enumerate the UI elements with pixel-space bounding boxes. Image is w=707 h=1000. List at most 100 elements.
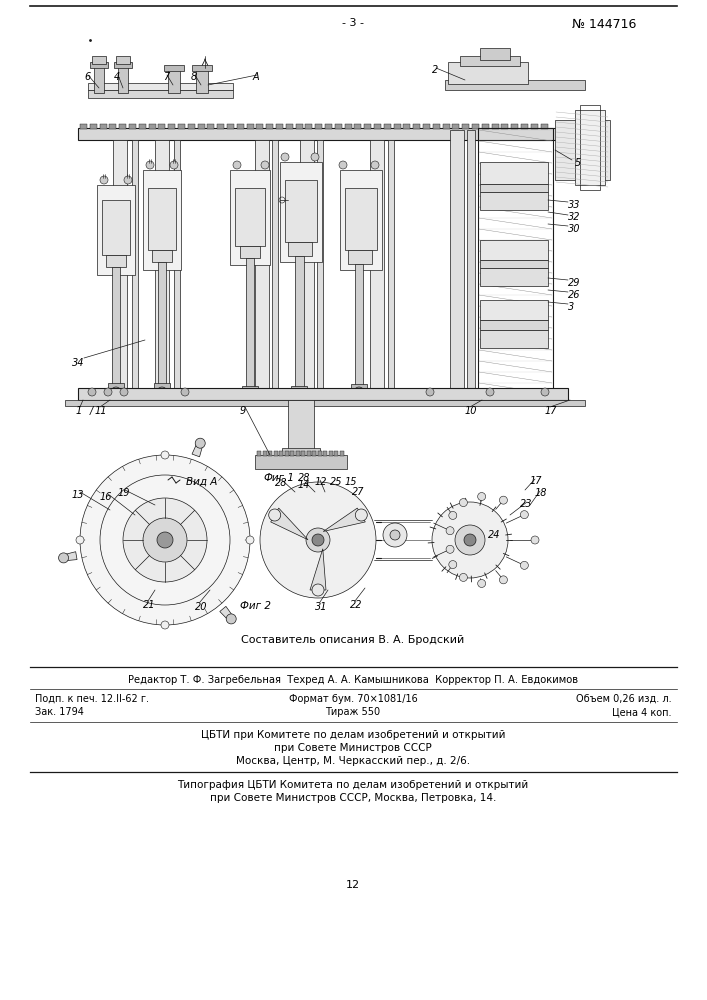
Bar — [247, 124, 254, 129]
Bar — [413, 124, 420, 129]
Text: 6: 6 — [84, 72, 90, 82]
Circle shape — [170, 161, 178, 169]
Circle shape — [306, 528, 330, 552]
Circle shape — [460, 573, 467, 581]
Text: ЦБТИ при Комитете по делам изобретений и открытий: ЦБТИ при Комитете по делам изобретений и… — [201, 730, 506, 740]
Circle shape — [449, 511, 457, 519]
Bar — [334, 451, 338, 456]
Text: 5: 5 — [575, 158, 581, 168]
Bar — [272, 140, 278, 395]
Circle shape — [371, 161, 379, 169]
Circle shape — [446, 545, 454, 553]
Circle shape — [146, 161, 154, 169]
Text: 8: 8 — [191, 72, 197, 82]
Bar — [580, 105, 600, 190]
Circle shape — [455, 525, 485, 555]
Bar — [478, 128, 553, 400]
Text: № 144716: № 144716 — [572, 18, 636, 31]
Text: /: / — [90, 406, 93, 416]
Bar — [174, 140, 180, 395]
Bar — [480, 260, 548, 268]
Bar — [480, 184, 548, 192]
Circle shape — [161, 621, 169, 629]
Text: 1: 1 — [76, 406, 82, 416]
Bar — [106, 255, 126, 267]
Text: 31: 31 — [315, 602, 327, 612]
Circle shape — [339, 161, 347, 169]
Text: Вид А: Вид А — [186, 477, 217, 487]
Bar — [354, 124, 361, 129]
Bar — [178, 124, 185, 129]
Circle shape — [157, 532, 173, 548]
Bar — [351, 384, 367, 390]
Bar — [344, 124, 351, 129]
Circle shape — [260, 482, 376, 598]
Circle shape — [281, 153, 289, 161]
Text: при Совете Министров СССР, Москва, Петровка, 14.: при Совете Министров СССР, Москва, Петро… — [210, 793, 496, 803]
Bar — [462, 124, 469, 129]
Circle shape — [356, 509, 368, 521]
Bar — [481, 124, 489, 129]
Bar — [541, 124, 548, 129]
Text: Фиг 2: Фиг 2 — [240, 601, 271, 611]
Circle shape — [123, 498, 207, 582]
Bar — [102, 200, 130, 255]
Polygon shape — [63, 552, 77, 561]
Text: 10: 10 — [465, 406, 477, 416]
Bar — [235, 188, 265, 246]
Circle shape — [311, 153, 319, 161]
Bar — [80, 124, 87, 129]
Bar — [139, 124, 146, 129]
Bar — [450, 130, 464, 400]
Bar — [276, 124, 283, 129]
Bar — [268, 451, 272, 456]
Circle shape — [478, 579, 486, 587]
Text: Москва, Центр, М. Черкасский пер., д. 2/6.: Москва, Центр, М. Черкасский пер., д. 2/… — [236, 756, 470, 766]
Text: 18: 18 — [535, 488, 547, 498]
Bar — [152, 250, 172, 262]
Bar — [88, 83, 233, 90]
Text: 17: 17 — [545, 406, 558, 416]
Bar — [255, 140, 269, 395]
Circle shape — [354, 387, 364, 397]
Bar — [217, 124, 224, 129]
Polygon shape — [220, 606, 233, 621]
Bar — [345, 188, 377, 250]
Circle shape — [181, 388, 189, 396]
Circle shape — [233, 161, 241, 169]
Bar — [340, 170, 382, 270]
Text: Зак. 1794: Зак. 1794 — [35, 707, 84, 717]
Bar — [315, 124, 322, 129]
Bar — [305, 124, 312, 129]
Text: 15: 15 — [345, 477, 358, 487]
Circle shape — [111, 387, 121, 397]
Circle shape — [59, 553, 69, 563]
Bar — [94, 65, 104, 93]
Text: Редактор Т. Ф. Загребельная  Техред А. А. Камышникова  Корректор П. А. Евдокимов: Редактор Т. Ф. Загребельная Техред А. А.… — [128, 675, 578, 685]
Bar — [129, 124, 136, 129]
Bar — [285, 180, 317, 242]
Circle shape — [449, 561, 457, 569]
Bar — [480, 300, 548, 320]
Bar — [164, 65, 184, 71]
Text: 20: 20 — [195, 602, 207, 612]
Text: 28: 28 — [298, 473, 310, 483]
Text: A: A — [253, 72, 259, 82]
Bar — [491, 124, 498, 129]
Text: 21: 21 — [143, 600, 156, 610]
Circle shape — [246, 536, 254, 544]
Bar — [188, 124, 195, 129]
Bar — [114, 62, 132, 68]
Bar — [280, 162, 322, 262]
Text: Фиг.1: Фиг.1 — [263, 473, 294, 483]
Text: 2: 2 — [432, 65, 438, 75]
Circle shape — [499, 576, 508, 584]
Bar — [284, 451, 288, 456]
Bar — [90, 62, 108, 68]
Bar — [118, 65, 128, 93]
Bar — [267, 124, 273, 129]
Bar — [291, 386, 307, 392]
Bar — [116, 56, 130, 64]
Bar — [262, 451, 267, 456]
Bar — [168, 124, 175, 129]
